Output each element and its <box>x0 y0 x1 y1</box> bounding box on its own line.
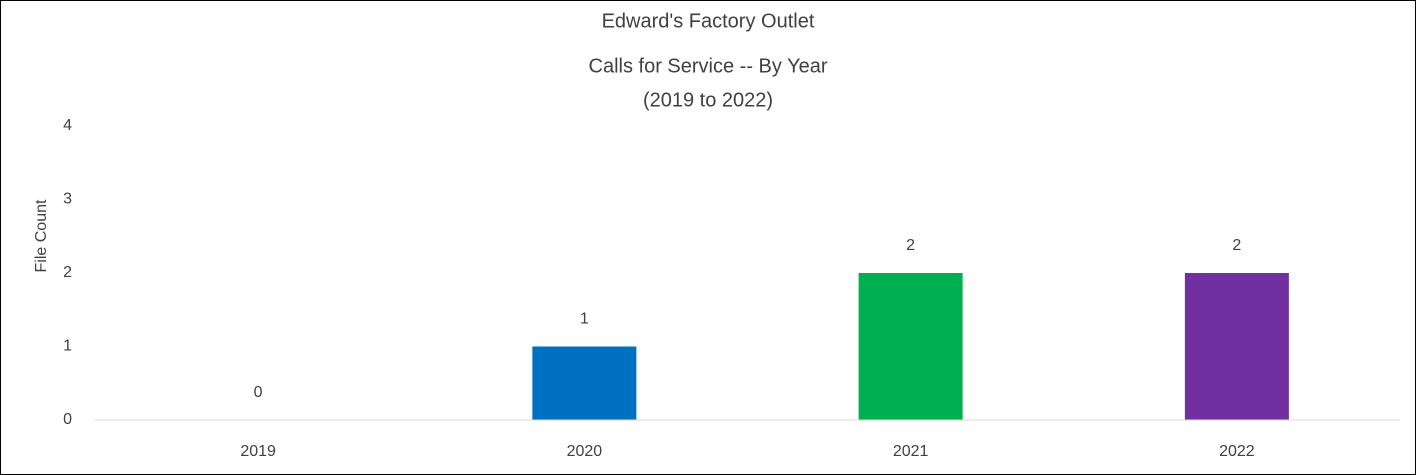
x-tick-label: 2020 <box>567 443 603 460</box>
y-tick-label: 1 <box>63 338 72 355</box>
data-label: 0 <box>254 384 263 401</box>
x-tick-label: 2021 <box>893 443 929 460</box>
y-tick-label: 0 <box>63 411 72 428</box>
chart-title: (2019 to 2022) <box>643 89 773 111</box>
chart-title: Edward's Factory Outlet <box>602 10 815 32</box>
y-tick-label: 4 <box>63 117 72 134</box>
bar <box>532 346 637 420</box>
data-label: 2 <box>906 237 915 254</box>
y-tick-label: 2 <box>63 264 72 281</box>
data-label: 2 <box>1232 237 1241 254</box>
x-tick-label: 2022 <box>1219 443 1255 460</box>
x-tick-label: 2019 <box>240 443 276 460</box>
y-tick-label: 3 <box>63 191 72 208</box>
chart-title: Calls for Service -- By Year <box>589 55 828 77</box>
y-axis-label: File Count <box>33 199 50 272</box>
bar <box>858 273 963 420</box>
bar <box>1184 273 1289 420</box>
data-label: 1 <box>580 311 589 328</box>
